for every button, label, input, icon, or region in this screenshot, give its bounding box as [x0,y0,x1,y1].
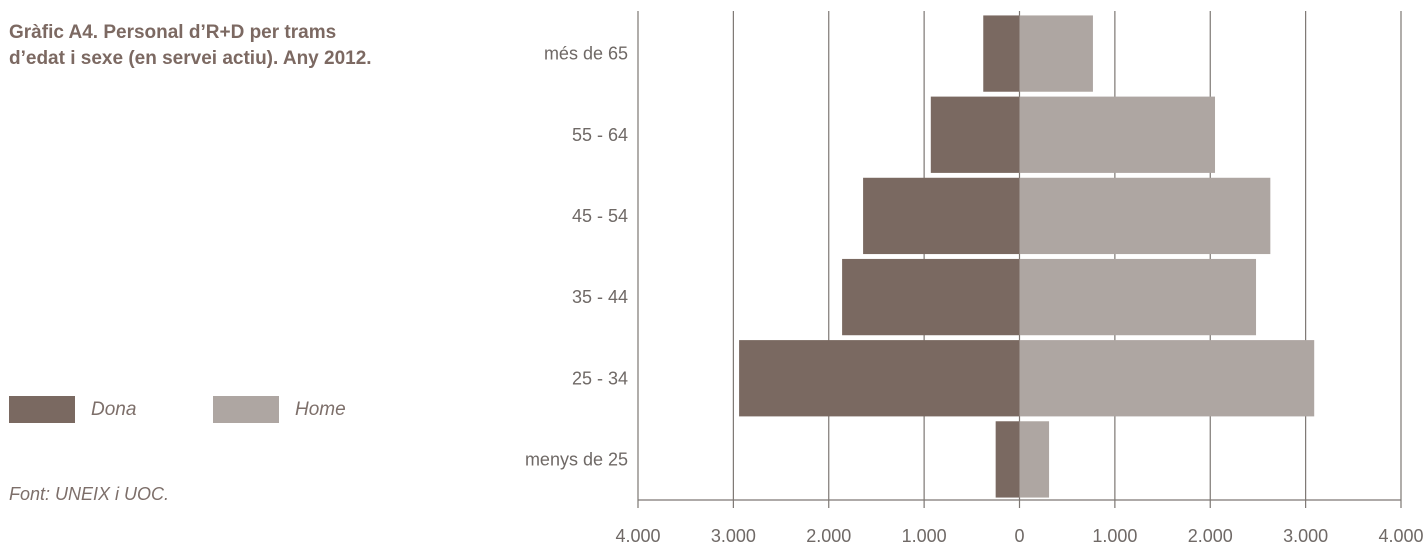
bar-home-4 [1019,340,1315,417]
chart-title: Gràfic A4. Personal d’R+D per trams d’ed… [9,20,509,72]
bar-home-0 [1019,15,1093,92]
category-label-2: 45 - 54 [572,206,628,226]
bar-dona-5 [995,421,1020,498]
legend-label-dona: Dona [91,399,137,420]
x-tick-label-0: 4.000 [615,526,660,546]
bar-dona-4 [739,340,1020,417]
legend-swatch-home [213,396,279,423]
chart-title-line-1: Gràfic A4. Personal d’R+D per trams [9,22,337,43]
legend-item-dona: Dona [9,396,269,424]
bar-home-1 [1019,96,1216,173]
x-tick-label-4: 0 [1014,526,1024,546]
chart-title-line-2: d’edat i sexe (en servei actiu). Any 201… [9,48,372,69]
x-tick-label-3: 1.000 [902,526,947,546]
source-note: Font: UNEIX i UOC. [9,484,170,504]
x-tick-label-2: 2.000 [806,526,851,546]
bar-dona-3 [842,258,1020,336]
x-tick-label-7: 3.000 [1283,526,1328,546]
legend-label-home: Home [295,399,346,420]
bar-dona-1 [930,96,1020,173]
x-tick-label-1: 3.000 [711,526,756,546]
category-label-5: menys de 25 [525,449,628,469]
bar-home-5 [1019,421,1050,498]
category-label-0: més de 65 [544,44,628,64]
legend-item-home: Home [213,396,473,424]
category-label-3: 35 - 44 [572,287,628,307]
x-tick-label-6: 2.000 [1188,526,1233,546]
category-label-1: 55 - 64 [572,125,628,145]
bar-dona-0 [983,15,1020,92]
bar-dona-2 [863,177,1020,255]
x-tick-label-5: 1.000 [1092,526,1137,546]
x-tick-label-8: 4.000 [1378,526,1423,546]
legend-swatch-dona [9,396,75,423]
category-label-4: 25 - 34 [572,368,628,388]
bar-home-3 [1019,258,1257,336]
bar-home-2 [1019,177,1271,255]
